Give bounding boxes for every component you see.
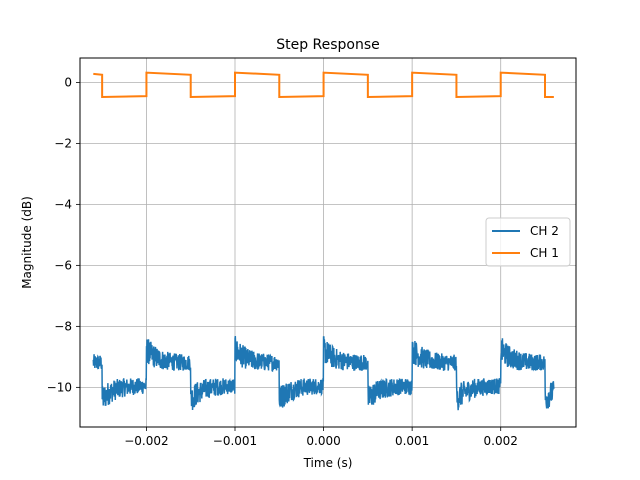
x-axis-label: Time (s)	[303, 456, 353, 470]
x-tick-label: 0.001	[395, 434, 429, 448]
series-line-ch1	[93, 71, 554, 99]
plot-area	[92, 71, 555, 411]
x-tick-label: 0.002	[484, 434, 518, 448]
y-tick-label: −10	[47, 380, 72, 394]
legend-label-ch2: CH 2	[530, 224, 559, 238]
x-tick-label: −0.002	[124, 434, 168, 448]
y-tick-label: −4	[54, 197, 72, 211]
y-tick-label: −8	[54, 319, 72, 333]
y-tick-label: 0	[64, 75, 72, 89]
y-tick-label: −2	[54, 136, 72, 150]
x-tick-label: −0.001	[213, 434, 257, 448]
y-tick-label: −6	[54, 258, 72, 272]
legend: CH 2 CH 1	[485, 217, 571, 267]
axes-frame	[79, 57, 577, 428]
legend-label-ch1: CH 1	[530, 246, 559, 260]
y-axis-label: Magnitude (dB)	[20, 196, 34, 289]
y-axis-ticks: 0 −2 −4 −6 −8 −10	[47, 75, 80, 394]
x-tick-label: 0.000	[306, 434, 340, 448]
chart-title: Step Response	[276, 37, 380, 53]
series-line-ch2	[92, 335, 555, 411]
x-axis-ticks: −0.002 −0.001 0.000 0.001 0.002	[124, 427, 518, 448]
